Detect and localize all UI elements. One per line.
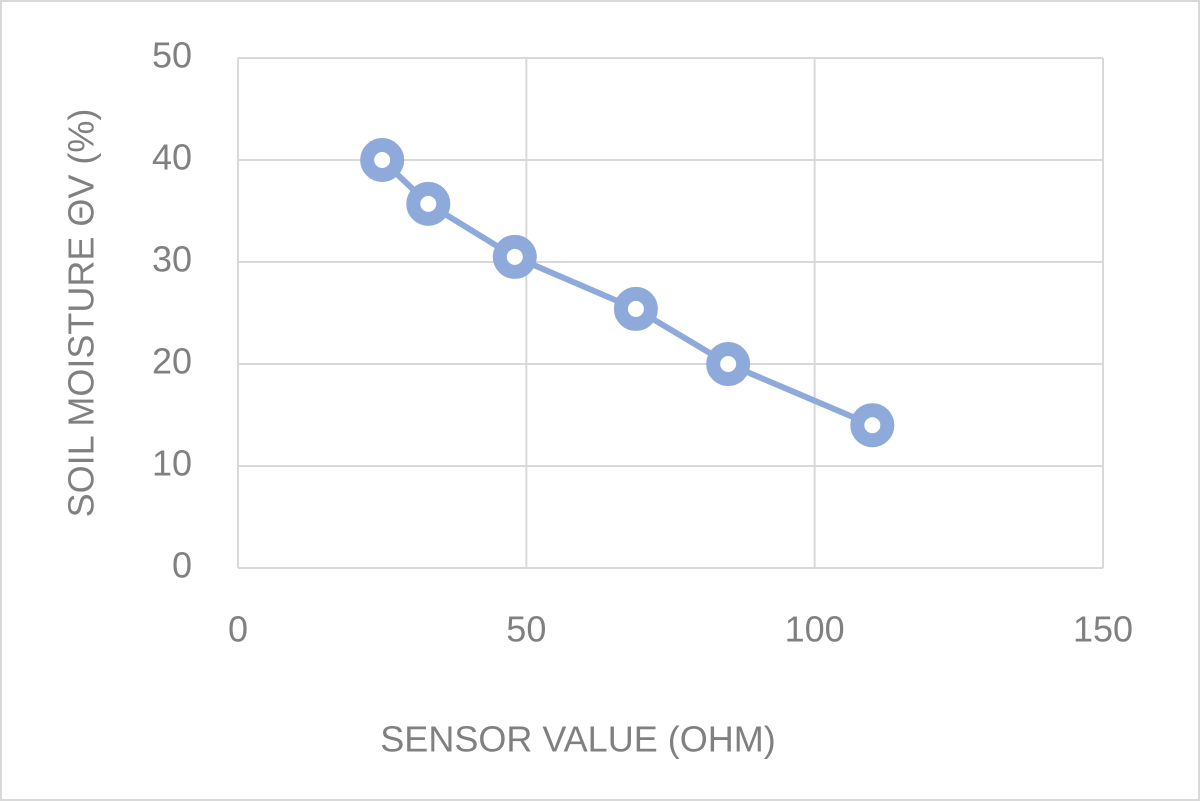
y-tick-label: 30 bbox=[152, 239, 192, 280]
x-tick-label: 100 bbox=[785, 609, 845, 650]
y-axis-title: SOIL MOISTURE ΘV (%) bbox=[61, 109, 102, 518]
y-tick-label: 20 bbox=[152, 341, 192, 382]
x-tick-label: 0 bbox=[228, 609, 248, 650]
x-tick-label: 50 bbox=[506, 609, 546, 650]
y-tick-label: 40 bbox=[152, 137, 192, 178]
data-point bbox=[406, 181, 451, 226]
data-point bbox=[360, 138, 405, 182]
data-point bbox=[706, 342, 751, 386]
x-axis-title: SENSOR VALUE (OHM) bbox=[380, 719, 775, 760]
y-tick-label: 50 bbox=[152, 35, 192, 76]
data-point bbox=[850, 403, 895, 448]
x-tick-label: 150 bbox=[1073, 609, 1133, 650]
data-point bbox=[492, 234, 537, 279]
data-point bbox=[613, 286, 658, 331]
y-tick-label: 10 bbox=[152, 443, 192, 484]
y-tick-label: 0 bbox=[172, 545, 192, 586]
